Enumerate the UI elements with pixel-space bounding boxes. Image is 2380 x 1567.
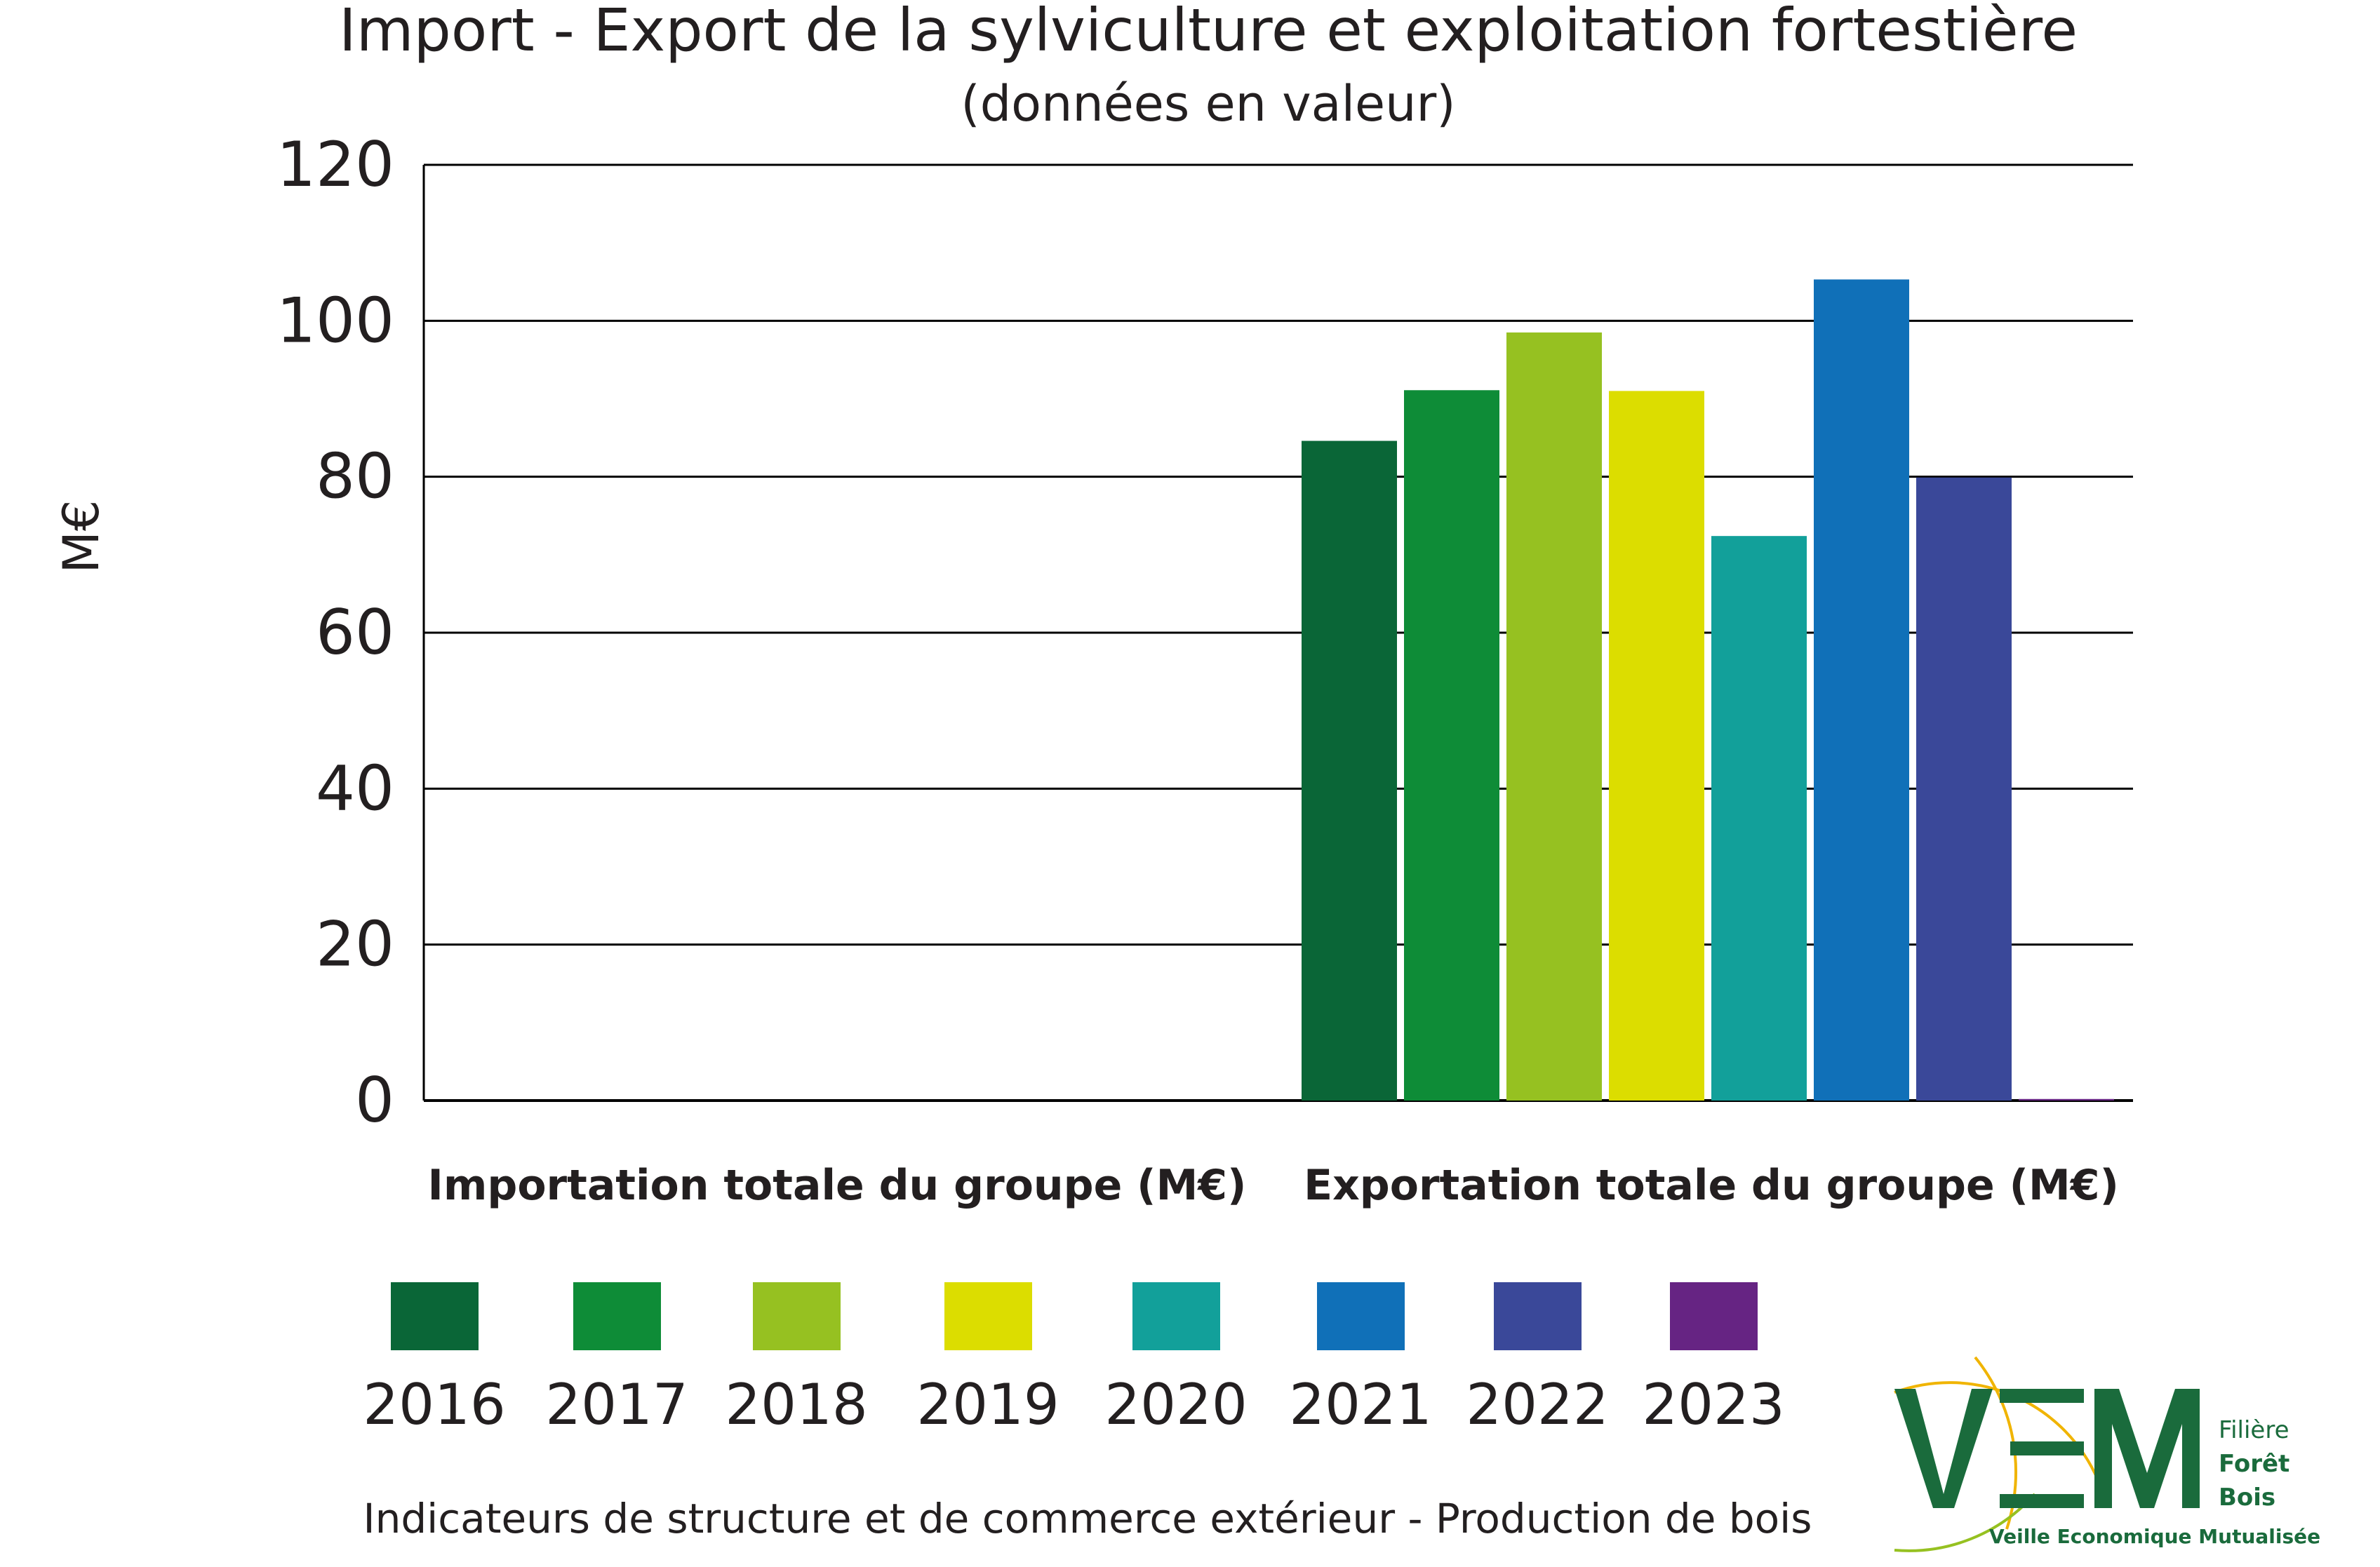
legend-swatch-2022 bbox=[1494, 1282, 1582, 1350]
legend-label-2017: 2017 bbox=[545, 1372, 688, 1437]
y-tick-label: 0 bbox=[355, 1064, 394, 1136]
bar-2023 bbox=[2019, 1098, 2114, 1101]
svg-text:Filière: Filière bbox=[2219, 1416, 2289, 1444]
legend-swatch-2016 bbox=[391, 1282, 479, 1350]
x-tick-label: Importation totale du groupe (M€) bbox=[428, 1161, 1247, 1210]
y-tick-label: 20 bbox=[316, 908, 394, 981]
svg-text:Bois: Bois bbox=[2219, 1484, 2275, 1512]
legend-label-2020: 2020 bbox=[1104, 1372, 1248, 1437]
y-tick-label: 60 bbox=[316, 596, 394, 668]
legend-label-2016: 2016 bbox=[363, 1372, 506, 1437]
chart-title: Import - Export de la sylviculture et ex… bbox=[339, 0, 2078, 65]
bar-2020 bbox=[1711, 536, 1807, 1101]
legend-label-2021: 2021 bbox=[1289, 1372, 1432, 1437]
legend-swatch-2020 bbox=[1132, 1282, 1220, 1350]
y-tick-label: 40 bbox=[316, 752, 394, 824]
legend-label-2018: 2018 bbox=[725, 1372, 868, 1437]
chart-subtitle: (données en valeur) bbox=[961, 75, 1455, 133]
legend-label-2022: 2022 bbox=[1466, 1372, 1609, 1437]
legend-label-2019: 2019 bbox=[916, 1372, 1059, 1437]
legend-label-2023: 2023 bbox=[1642, 1372, 1785, 1437]
y-axis-label: M€ bbox=[53, 500, 110, 574]
y-tick-label: 120 bbox=[276, 128, 394, 201]
svg-text:Forêt: Forêt bbox=[2219, 1450, 2289, 1478]
svg-text:Veille Economique Mutualisée: Veille Economique Mutualisée bbox=[1989, 1525, 2320, 1548]
footer-text: Indicateurs de structure et de commerce … bbox=[363, 1495, 1812, 1542]
legend-swatch-2017 bbox=[573, 1282, 661, 1350]
bar-2016 bbox=[1302, 440, 1397, 1101]
legend-swatch-2019 bbox=[944, 1282, 1032, 1350]
legend-swatch-2018 bbox=[753, 1282, 841, 1350]
y-tick-label: 80 bbox=[316, 440, 394, 513]
bar-2019 bbox=[1609, 391, 1704, 1101]
x-tick-label: Exportation totale du groupe (M€) bbox=[1304, 1161, 2119, 1210]
bar-2021 bbox=[1814, 279, 1909, 1101]
bar-2017 bbox=[1404, 390, 1499, 1101]
bar-2018 bbox=[1506, 332, 1602, 1101]
legend-swatch-2023 bbox=[1670, 1282, 1758, 1350]
legend-swatch-2021 bbox=[1317, 1282, 1405, 1350]
bar-2022 bbox=[1916, 477, 2012, 1101]
y-tick-label: 100 bbox=[276, 284, 394, 356]
vem-logo: Filière Forêt Bois Veille Economique Mut… bbox=[1894, 1356, 2320, 1552]
